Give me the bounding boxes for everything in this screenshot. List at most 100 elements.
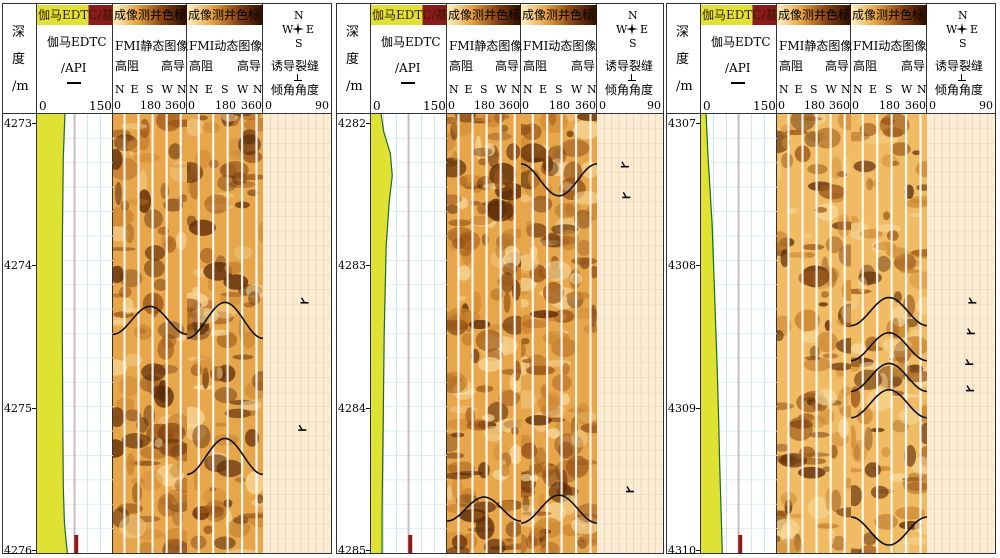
fracture-tadpole [626,486,634,493]
dip-track [597,114,663,553]
depth-label: 度 [12,52,26,67]
image-texture [525,221,533,237]
depth-header: 深度/m [667,4,700,114]
image-texture [113,320,125,326]
image-texture [128,459,156,466]
image-texture [447,204,459,214]
image-texture [243,117,263,132]
image-texture [457,265,471,281]
image-texture [876,255,891,272]
image-texture [899,268,920,274]
gamma-fill [371,114,393,553]
image-texture [910,248,927,257]
image-texture [169,160,187,183]
image-texture [560,393,570,406]
gamma-header: 伽马EDTC/基线伽马EDTC/API 0 150 [701,4,777,114]
gamma-scale-min: 0 [703,99,711,113]
image-texture [831,221,851,231]
baseline [407,114,410,553]
image-texture [777,231,790,252]
depth-column: 深度/m 4307 4308 4309 4310 [667,4,701,557]
baseline [73,114,76,553]
pad-gap [226,114,229,553]
image-texture [580,422,597,434]
compass-north: N [294,9,304,22]
depth-tick: 4310 [668,544,696,557]
depth-tick-mark [32,407,36,409]
image-texture [851,131,870,142]
image-texture [493,169,504,190]
image-texture [158,379,168,403]
azimuth-label: N [917,83,927,96]
image-texture [502,315,521,335]
image-texture [895,506,925,520]
image-texture [818,184,846,200]
pad-gap [589,114,592,553]
fracture-tadpole [968,297,977,304]
azimuth-tick: 180 [804,99,825,112]
depth-label: 深 [12,25,26,40]
image-texture [163,424,182,443]
resistivity-high: 高导 [901,59,926,73]
image-texture [851,485,863,507]
image-texture [139,374,163,393]
gamma-column: 伽马EDTC/基线伽马EDTC/API 0 150 [371,4,447,553]
resistivity-high: 高导 [161,59,186,73]
image-texture [493,444,502,460]
image-texture [521,314,535,335]
depth-column: 深度/m 4273 4274 4275 4276 [3,4,37,556]
gamma-unit: /API [395,61,421,75]
image-texture [134,460,161,466]
baseline [737,114,740,553]
fracture-tadpole [300,297,309,304]
image-texture [576,403,591,425]
image-texture [463,533,478,550]
image-texture [149,364,178,375]
static-column: 成像测井色标 FMI静态图像 高阻 高导 N E S W N 0 180 360 [113,4,188,553]
image-texture [856,407,873,425]
image-texture [851,288,872,295]
image-texture [256,494,263,504]
pad-gap [801,114,804,553]
compass-south: S [959,37,967,50]
image-texture [901,477,923,482]
image-texture [882,337,913,352]
gamma-column: 伽马EDTC/基线伽马EDTC/API 0 150 [701,4,777,553]
azimuth-label: S [555,83,563,96]
image-texture [187,356,207,361]
image-texture [521,143,547,163]
static-image-track [777,114,851,553]
gamma-scale-max: 150 [89,99,112,113]
depth-label: 度 [676,52,690,67]
depth-label: /m [346,79,363,94]
resistivity-high: 高导 [237,59,262,73]
image-texture [780,249,790,268]
depth-label: 度 [346,52,360,67]
image-texture [204,454,230,473]
gamma-fill [701,114,723,553]
static-track [777,114,851,553]
dip-header: N W E S 诱导裂缝 倾角角度 0 90 [597,4,663,114]
gamma-curve-plot [371,114,447,553]
azimuth-tick: 360 [829,99,850,112]
image-texture [447,464,460,474]
pad-gap [471,114,474,553]
image-texture [202,122,220,134]
image-texture [202,367,209,390]
gamma-caption: 伽马EDTC/基线 [701,5,777,25]
baseline-marker [408,535,413,553]
image-texture [503,419,521,430]
image-texture [234,477,246,483]
image-texture [558,229,579,251]
image-texture [911,456,927,475]
image-texture [212,434,239,446]
pad-gap [787,114,790,553]
image-texture [472,147,493,157]
gamma-curve [61,114,68,553]
depth-tick-mark [696,265,700,267]
image-texture [866,389,894,412]
image-texture [531,195,553,213]
image-texture [447,485,453,501]
depth-label: /m [12,79,29,94]
image-texture [829,156,842,179]
